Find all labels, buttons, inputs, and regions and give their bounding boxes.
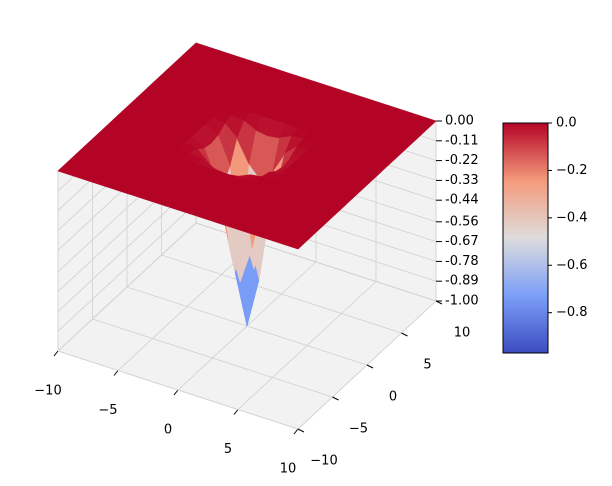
y-tick-label: 5 — [423, 358, 431, 373]
tick-mark — [293, 428, 299, 435]
y-tick-label: −5 — [349, 422, 368, 437]
x-tick-label: 0 — [164, 423, 172, 438]
z-tick-label: -0.44 — [445, 193, 479, 208]
y-tick-label: 10 — [454, 326, 471, 341]
grid-line — [161, 254, 402, 334]
z-tick-label: 0.00 — [445, 114, 474, 129]
z-tick-label: -0.33 — [445, 173, 479, 188]
surface-face — [249, 207, 327, 250]
x-tick-label: −10 — [34, 384, 61, 399]
grid-line — [57, 350, 299, 430]
grid-line — [92, 318, 333, 398]
colorbar-tick-label: −0.4 — [556, 210, 588, 225]
z-tick-label: -0.22 — [445, 153, 479, 168]
tick-mark — [233, 409, 239, 415]
grid-line — [57, 202, 197, 332]
tick-mark — [297, 428, 305, 433]
z-tick-label: -0.11 — [445, 133, 479, 148]
x-tick-label: 5 — [224, 442, 232, 457]
colorbar-tick-label: −0.6 — [556, 258, 588, 273]
colorbar-tick-label: 0.0 — [556, 116, 577, 131]
tick-mark — [173, 389, 179, 396]
z-tick-label: -1.00 — [445, 294, 479, 309]
colorbar — [502, 122, 549, 354]
x-tick-label: 10 — [280, 462, 297, 477]
y-tick-label: −10 — [310, 454, 337, 469]
y-tick-label: 0 — [389, 390, 397, 405]
tick-mark — [332, 396, 339, 401]
tick-mark — [53, 350, 59, 357]
z-tick-label: -0.56 — [445, 214, 479, 229]
tick-mark — [366, 364, 374, 369]
colorbar-tick-label: −0.8 — [556, 305, 588, 320]
grid-line — [57, 222, 197, 352]
tick-mark — [401, 332, 408, 337]
colorbar-tick-label: −0.2 — [556, 163, 588, 178]
tick-mark — [113, 370, 119, 376]
z-tick-label: -0.89 — [445, 274, 479, 289]
z-tick-label: -0.67 — [445, 234, 479, 249]
x-tick-label: −5 — [98, 403, 117, 418]
z-tick-label: -0.78 — [445, 254, 479, 269]
